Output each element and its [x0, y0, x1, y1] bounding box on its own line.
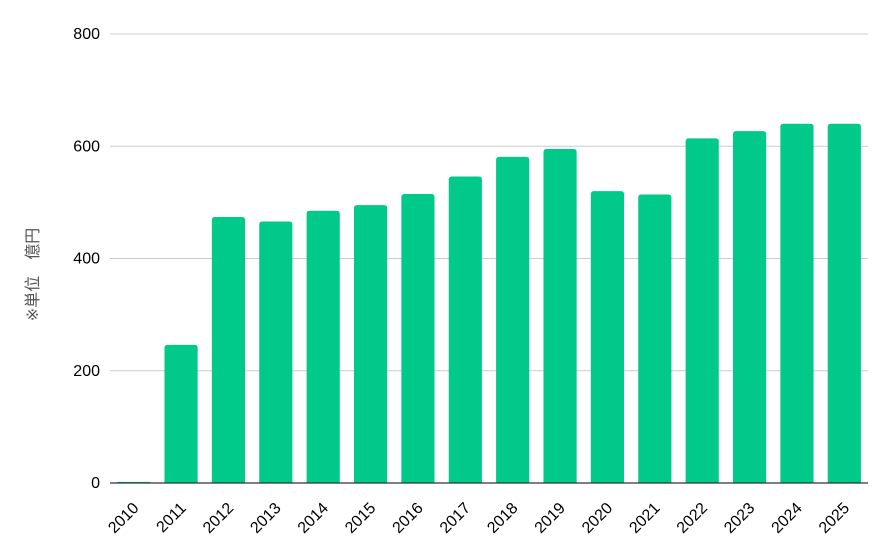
bar-2018: [496, 156, 530, 483]
y-tick-label: 0: [91, 475, 100, 492]
bar-2023: [732, 131, 767, 483]
bar-2024: [780, 123, 814, 484]
x-tick-label: 2020: [579, 500, 616, 537]
bar-2020: [590, 191, 625, 483]
bar-2019: [543, 149, 577, 483]
x-tick-label: 2015: [342, 500, 379, 537]
y-tick-label: 400: [73, 251, 100, 268]
bar-2022: [685, 138, 719, 483]
bar-2025: [827, 123, 861, 484]
x-tick-label: 2012: [200, 500, 237, 537]
bar-2013: [259, 221, 293, 483]
x-tick-label: 2024: [769, 500, 806, 537]
x-tick-label: 2022: [674, 500, 711, 537]
y-tick-labels: 0 200 400 600 800: [73, 26, 100, 492]
y-tick-label: 800: [73, 26, 100, 43]
x-tick-label: 2019: [532, 500, 569, 537]
x-tick-label: 2011: [154, 500, 190, 536]
bar-2017: [448, 176, 482, 483]
x-tick-label: 2025: [816, 500, 853, 537]
bar-2012: [211, 216, 246, 483]
x-tick-label: 2018: [484, 500, 521, 537]
y-axis-label: ※単位 億円: [23, 228, 42, 321]
bars: [117, 123, 861, 484]
y-tick-label: 600: [73, 138, 100, 155]
x-tick-label: 2013: [247, 500, 284, 537]
y-tick-label: 200: [73, 363, 100, 380]
x-tick-labels: 2010 2011 2012 2013 2014 2015 2016 2017 2018 2019…: [105, 500, 853, 537]
x-tick-label: 2016: [390, 500, 427, 537]
bar-2016: [401, 193, 435, 484]
x-tick-label: 2021: [626, 500, 663, 537]
bar-2015: [353, 205, 388, 483]
x-tick-label: 2023: [721, 500, 758, 537]
bar-2014: [306, 210, 340, 483]
bar-2011: [164, 344, 198, 483]
x-tick-label: 2010: [105, 500, 142, 537]
x-tick-label: 2014: [295, 500, 332, 537]
x-tick-label: 2017: [437, 500, 474, 537]
bar-2021: [638, 194, 672, 483]
